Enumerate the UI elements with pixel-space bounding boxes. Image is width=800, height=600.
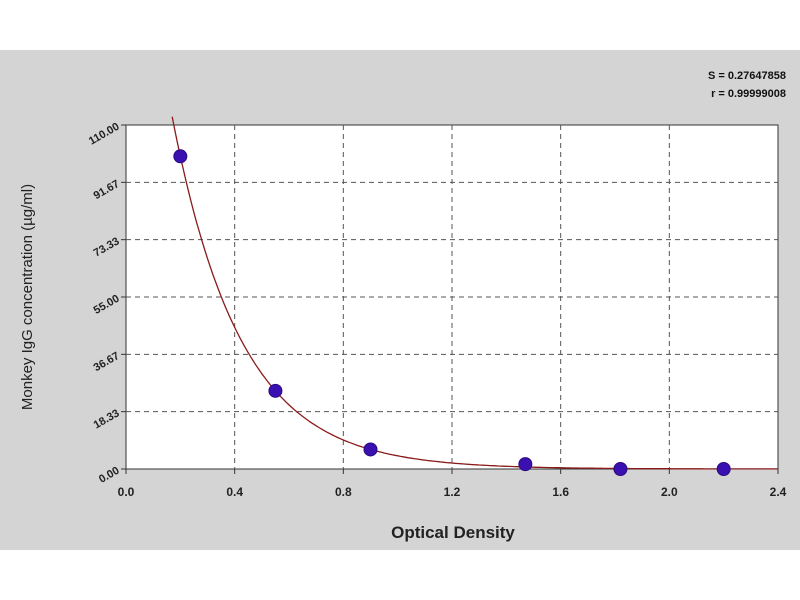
x-tick-label: 2.4 (770, 485, 787, 499)
data-point (518, 457, 533, 472)
x-tick-label: 0.0 (118, 485, 135, 499)
y-tick-label: 18.33 (92, 407, 122, 431)
y-tick-label: 110.00 (87, 121, 122, 148)
x-tick-label: 0.4 (226, 485, 243, 499)
x-tick-label: 1.6 (552, 485, 569, 499)
y-tick-label: 36.67 (92, 350, 122, 374)
x-axis-title: Optical Density (391, 523, 515, 542)
x-tick-label: 0.8 (335, 485, 352, 499)
x-tick-label: 2.0 (661, 485, 678, 499)
y-tick-label: 91.67 (92, 178, 122, 202)
x-tick-label: 1.2 (444, 485, 461, 499)
data-point (613, 462, 628, 476)
y-tick-label: 0.00 (97, 465, 122, 486)
data-point (363, 442, 378, 457)
data-point (716, 462, 731, 476)
y-axis-title: Monkey IgG concentration (µg/ml) (19, 184, 36, 410)
stat-s-value: S = 0.27647858 (708, 70, 786, 82)
data-point (268, 383, 283, 398)
stat-r-value: r = 0.99999008 (711, 88, 786, 100)
y-tick-label: 73.33 (92, 235, 122, 259)
data-point (173, 149, 188, 164)
y-tick-label: 55.00 (92, 293, 122, 317)
